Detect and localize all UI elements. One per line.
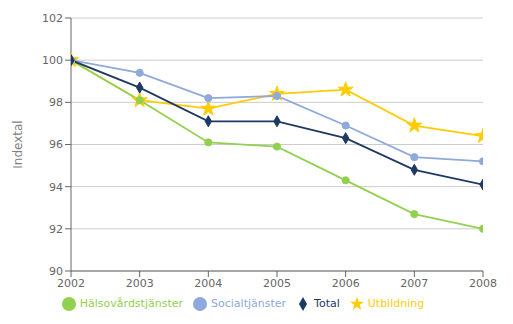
svg-text:90: 90 [49, 265, 63, 278]
html-text:Total: Total [314, 297, 340, 310]
svg-text:94: 94 [49, 181, 63, 194]
svg-text:2002: 2002 [57, 277, 85, 290]
svg-text:2005: 2005 [263, 277, 291, 290]
svg-text:96: 96 [49, 138, 63, 151]
svg-text:92: 92 [49, 223, 63, 236]
svg-text:2006: 2006 [332, 277, 360, 290]
svg-text:Indextal: Indextal [11, 120, 25, 168]
html-text:Socialtjänster: Socialtjänster [211, 297, 287, 310]
html-text:Utbildning: Utbildning [367, 297, 425, 310]
svg-text:2004: 2004 [194, 277, 222, 290]
svg-text:100: 100 [42, 54, 63, 67]
svg-text:2007: 2007 [400, 277, 428, 290]
svg-text:2008: 2008 [469, 277, 497, 290]
svg-text:2003: 2003 [126, 277, 154, 290]
html-text:Hälsovårdstjänster: Hälsovårdstjänster [79, 297, 183, 310]
svg-text:98: 98 [49, 96, 63, 109]
svg-text:102: 102 [42, 12, 63, 25]
